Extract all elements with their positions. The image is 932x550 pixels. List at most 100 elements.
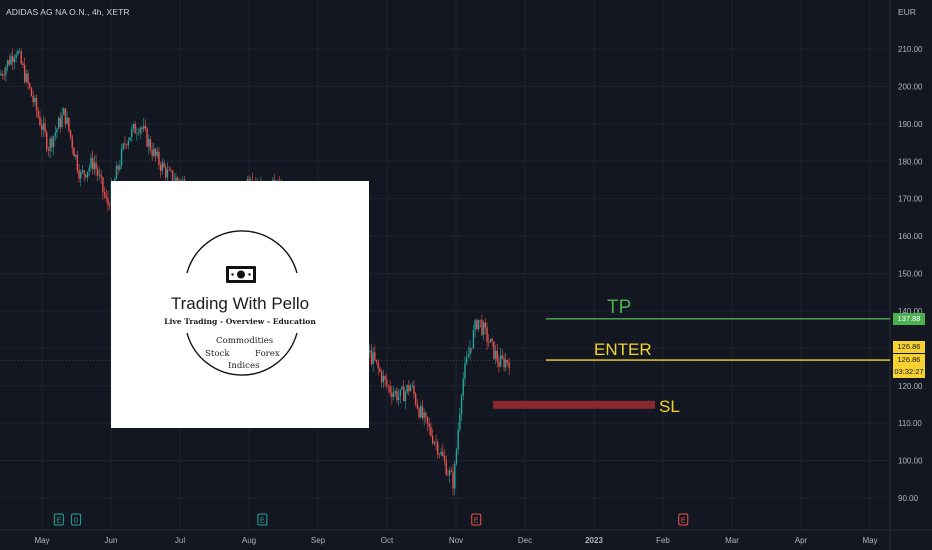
svg-text:E: E bbox=[474, 518, 479, 525]
price-axis[interactable]: 90.00100.00110.00120.00130.00140.00150.0… bbox=[898, 45, 923, 503]
price-tick-label: 110.00 bbox=[898, 419, 922, 428]
candle-body bbox=[29, 83, 31, 88]
time-tick-label: Jul bbox=[175, 536, 185, 545]
candle-body bbox=[413, 385, 415, 395]
candle-body bbox=[13, 58, 16, 63]
candle-body bbox=[12, 56, 14, 63]
earnings-event-icon: E bbox=[257, 513, 268, 526]
candle-body bbox=[39, 116, 41, 126]
candle-body bbox=[503, 357, 505, 368]
candle-body bbox=[18, 51, 21, 52]
candle-body bbox=[161, 162, 164, 171]
candle-body bbox=[3, 75, 5, 76]
candle-body bbox=[166, 169, 169, 178]
candle-body bbox=[372, 352, 374, 365]
time-tick-label: 2023 bbox=[585, 536, 603, 545]
candle-body bbox=[248, 178, 250, 182]
candle-body bbox=[142, 125, 145, 129]
candle-body bbox=[102, 177, 104, 193]
candle-body bbox=[91, 157, 94, 170]
time-tick-label: Dec bbox=[518, 536, 532, 545]
candle-body bbox=[462, 378, 464, 396]
candle-body bbox=[146, 128, 148, 147]
time-tick-label: Aug bbox=[242, 536, 256, 545]
candle-body bbox=[474, 320, 476, 330]
logo-commodities: Commodities bbox=[216, 336, 274, 346]
logo-forex: Forex bbox=[255, 349, 280, 359]
candle-body bbox=[81, 170, 84, 172]
candle-body bbox=[426, 416, 429, 425]
candle-body bbox=[49, 138, 51, 151]
candle-body bbox=[71, 137, 73, 149]
candle-body bbox=[149, 139, 152, 151]
candle-body bbox=[465, 357, 468, 364]
candle-body bbox=[428, 424, 430, 428]
candle-body bbox=[370, 350, 373, 365]
price-tick-label: 90.00 bbox=[898, 494, 919, 503]
candle-body bbox=[144, 125, 147, 129]
candle-body bbox=[61, 114, 63, 127]
earnings-event-icon: D bbox=[71, 513, 82, 526]
logo-graphic bbox=[186, 230, 298, 376]
candle-body bbox=[499, 355, 502, 367]
price-tick-label: 100.00 bbox=[898, 457, 923, 466]
candle-body bbox=[425, 412, 427, 417]
candle-body bbox=[435, 442, 437, 443]
candle-body bbox=[127, 140, 130, 146]
enter-price-tag: 126.86 bbox=[893, 341, 925, 354]
candle-body bbox=[431, 435, 434, 444]
candle-body bbox=[141, 127, 143, 129]
candle-body bbox=[384, 376, 386, 380]
symbol-title[interactable]: ADIDAS AG NA O.N., 4h, XETR bbox=[6, 7, 130, 17]
enter-label: ENTER bbox=[594, 340, 652, 359]
candle-body bbox=[124, 143, 126, 145]
price-tick-label: 190.00 bbox=[898, 120, 923, 129]
candle-body bbox=[469, 347, 471, 355]
price-tick-label: 160.00 bbox=[898, 232, 923, 241]
candle-body bbox=[93, 162, 96, 170]
candle-body bbox=[129, 137, 131, 141]
candle-body bbox=[134, 123, 136, 134]
candle-body bbox=[182, 179, 184, 181]
candle-body bbox=[394, 390, 396, 394]
candle-body bbox=[477, 319, 480, 330]
candle-body bbox=[380, 371, 383, 383]
earnings-event-icon: E bbox=[53, 513, 64, 526]
candle-body bbox=[481, 320, 483, 335]
candle-body bbox=[44, 123, 46, 133]
sl-label: SL bbox=[659, 397, 680, 416]
time-tick-label: Nov bbox=[449, 536, 463, 545]
candle-body bbox=[493, 341, 495, 359]
candle-body bbox=[387, 385, 390, 387]
time-axis[interactable]: May Jun Jul Aug Sep Oct Nov Dec 2023 Feb Mar Apr May bbox=[34, 536, 877, 545]
candle-body bbox=[86, 171, 89, 178]
candle-body bbox=[47, 149, 50, 151]
time-tick-label: Oct bbox=[381, 536, 394, 545]
logo-stock: Stock bbox=[205, 349, 230, 359]
price-tick-label: 140.00 bbox=[898, 307, 923, 316]
candle-body bbox=[30, 87, 33, 97]
time-tick-label: Sep bbox=[311, 536, 326, 545]
candle-body bbox=[27, 73, 29, 84]
candle-body bbox=[440, 451, 442, 455]
price-tick-label: 120.00 bbox=[898, 382, 923, 391]
candle-body bbox=[421, 406, 424, 419]
time-tick-label: Jun bbox=[105, 536, 118, 545]
candle-body bbox=[156, 151, 158, 156]
candle-body bbox=[437, 442, 439, 455]
candle-body bbox=[46, 132, 48, 150]
candle-body bbox=[136, 133, 138, 134]
candle-body bbox=[414, 394, 417, 405]
candle-body bbox=[396, 390, 398, 400]
candle-body bbox=[83, 170, 85, 175]
candle-body bbox=[122, 143, 124, 149]
candle-body bbox=[8, 60, 11, 65]
candle-body bbox=[505, 359, 507, 368]
candle-body bbox=[66, 117, 68, 124]
candle-body bbox=[23, 65, 26, 82]
candle-body bbox=[119, 165, 121, 170]
candle-body bbox=[433, 442, 436, 444]
candle-body bbox=[374, 352, 376, 360]
candle-body bbox=[35, 97, 38, 111]
